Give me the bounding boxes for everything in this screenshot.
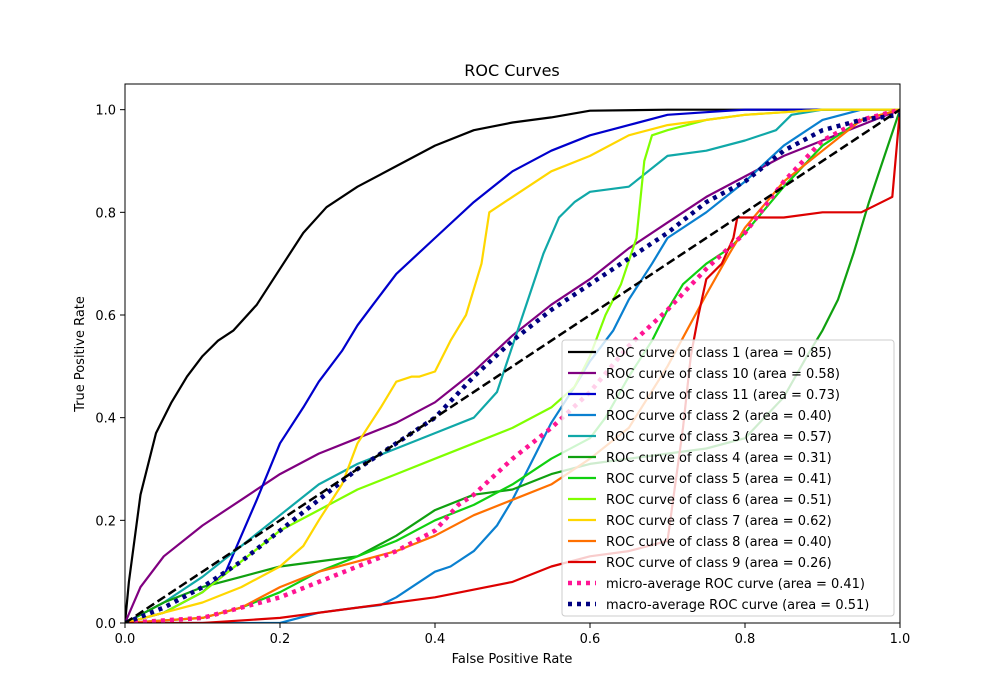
chart-title: ROC Curves — [464, 61, 560, 80]
series-line-1 — [125, 108, 900, 623]
legend-entry: ROC curve of class 7 (area = 0.62) — [606, 514, 832, 529]
x-tick-label: 0.4 — [425, 632, 446, 647]
legend-entry: ROC curve of class 2 (area = 0.40) — [606, 409, 832, 424]
legend-entry: ROC curve of class 11 (area = 0.73) — [606, 388, 840, 403]
series-line-4 — [125, 108, 900, 623]
series-line-2 — [125, 108, 900, 623]
x-axis: 0.0 0.2 0.4 0.6 0.8 1.0 — [115, 623, 911, 647]
legend: ROC curve of class 1 (area = 0.85) ROC cu… — [561, 339, 895, 617]
x-axis-title: False Positive Rate — [452, 652, 573, 667]
legend-entry: ROC curve of class 5 (area = 0.41) — [606, 472, 832, 487]
y-tick-label: 0.8 — [95, 206, 116, 221]
legend-entry: macro-average ROC curve (area = 0.51) — [606, 598, 869, 613]
legend-entry: ROC curve of class 1 (area = 0.85) — [606, 346, 832, 361]
legend-box — [561, 339, 895, 617]
series-line-11 — [125, 107, 900, 623]
y-axis: 0.0 0.2 0.4 0.6 0.8 1.0 — [95, 104, 125, 632]
x-tick-label: 0.0 — [115, 632, 136, 647]
legend-entry: ROC curve of class 6 (area = 0.51) — [606, 493, 832, 508]
legend-entry: ROC curve of class 10 (area = 0.58) — [606, 367, 840, 382]
y-tick-label: 0.6 — [95, 309, 116, 324]
legend-entry: ROC curve of class 4 (area = 0.31) — [606, 451, 832, 466]
x-tick-label: 0.6 — [580, 632, 601, 647]
chance-line — [125, 108, 900, 623]
legend-entry: micro-average ROC curve (area = 0.41) — [606, 577, 865, 592]
x-tick-label: 0.8 — [735, 632, 756, 647]
legend-entry: ROC curve of class 3 (area = 0.57) — [606, 430, 832, 445]
y-tick-label: 0.2 — [95, 514, 116, 529]
plot-frame — [124, 83, 901, 624]
legend-entry: ROC curve of class 9 (area = 0.26) — [606, 556, 832, 571]
y-tick-label: 0.4 — [95, 412, 116, 427]
legend-entry: ROC curve of class 8 (area = 0.40) — [606, 535, 832, 550]
y-tick-label: 1.0 — [95, 104, 116, 119]
y-axis-title: True Positive Rate — [73, 296, 88, 413]
series-line-0 — [125, 108, 900, 623]
y-tick-label: 0.0 — [95, 617, 116, 632]
x-tick-label: 1.0 — [890, 632, 911, 647]
series-line-8 — [125, 108, 900, 623]
x-tick-label: 0.2 — [270, 632, 291, 647]
